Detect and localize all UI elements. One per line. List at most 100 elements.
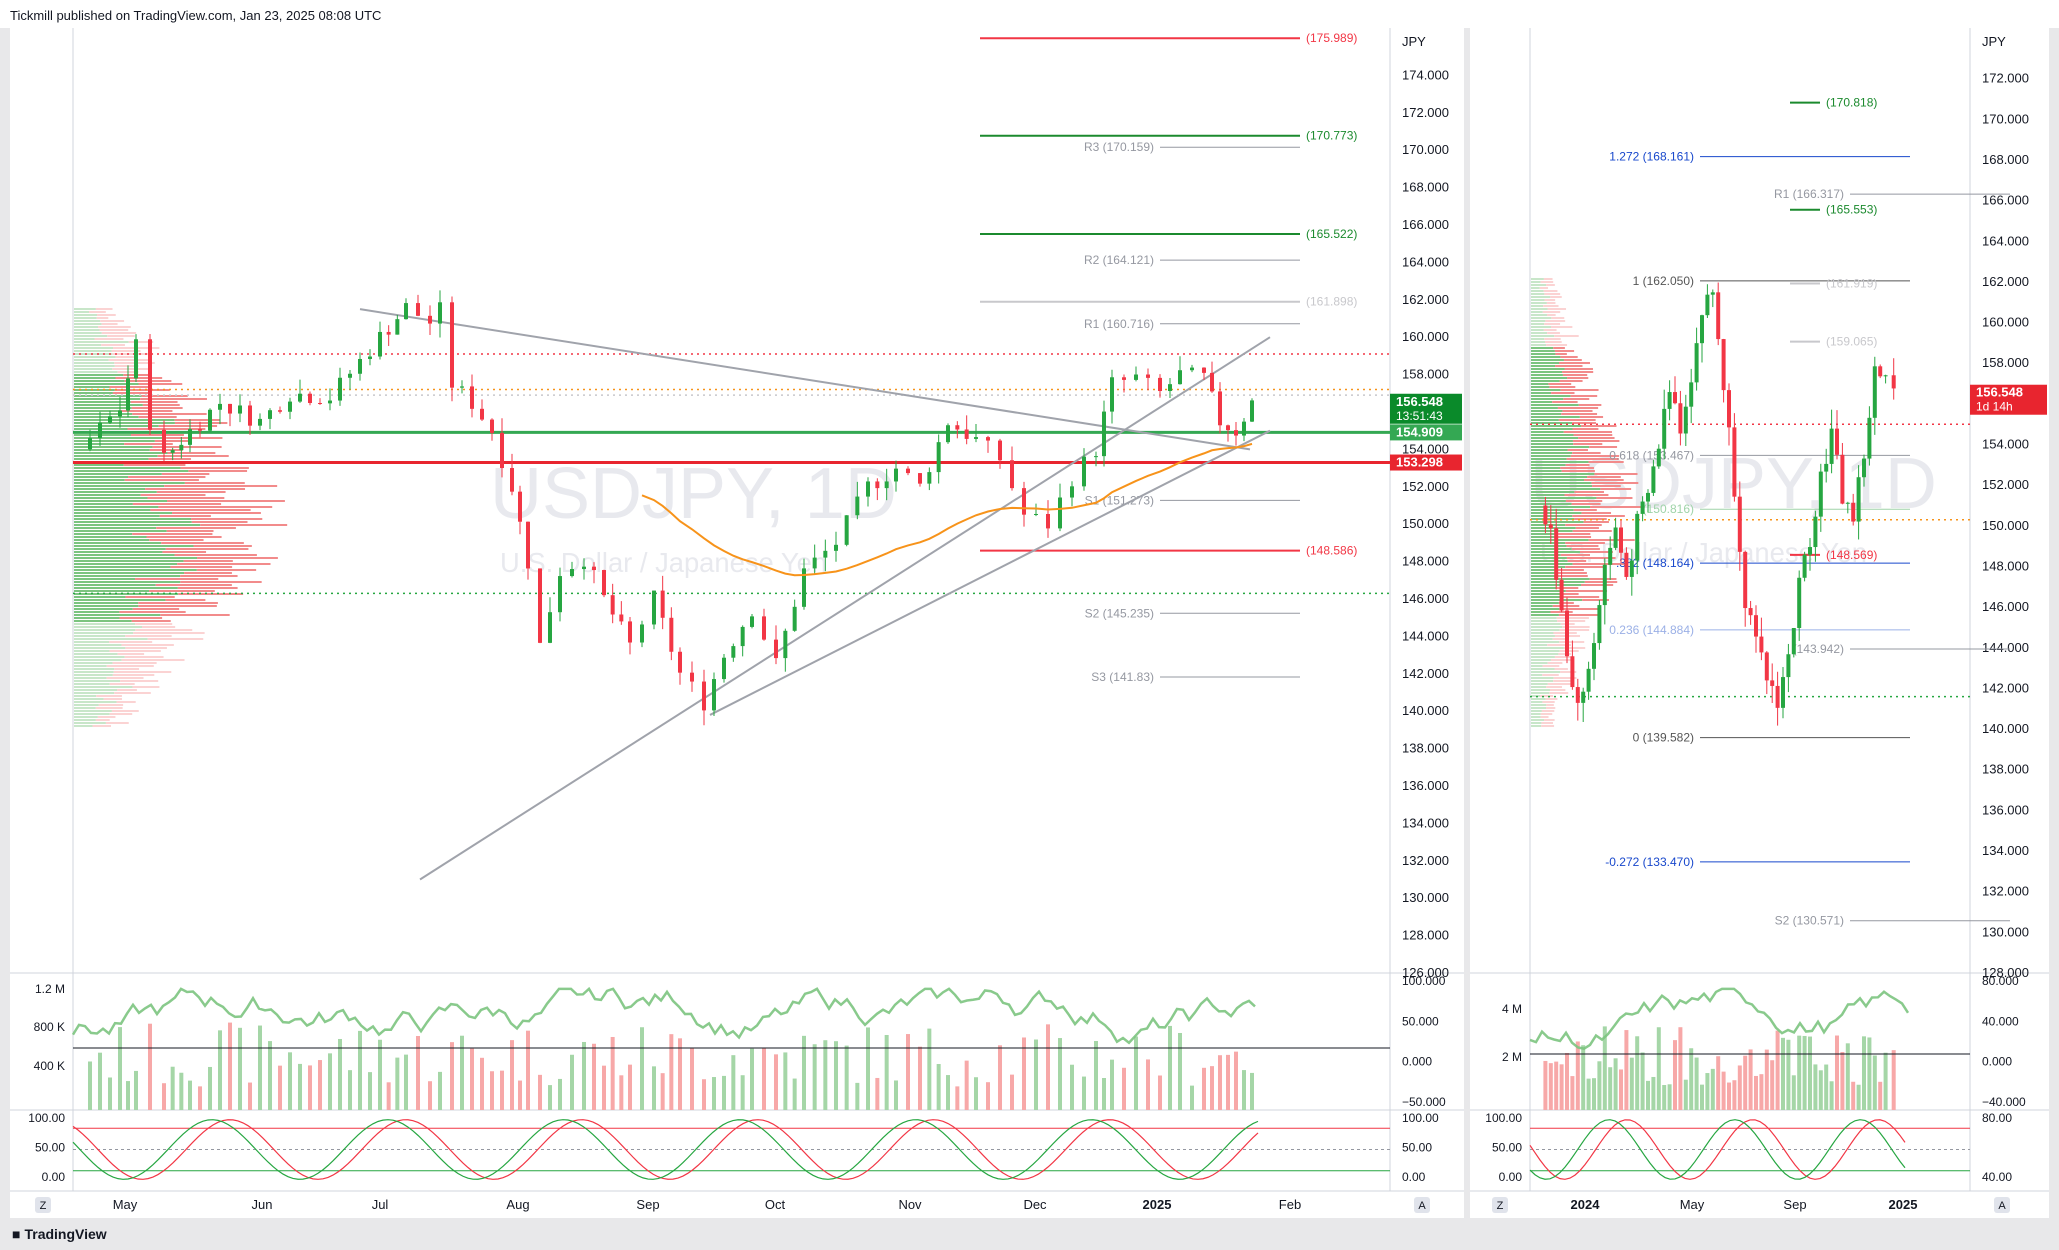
price-badge[interactable] — [1390, 393, 1462, 424]
candle-body — [1602, 564, 1607, 606]
candle-body — [416, 303, 420, 316]
price-badge[interactable] — [1390, 454, 1462, 471]
volume-profile-bar-sell — [178, 593, 244, 595]
auto-scale-button[interactable] — [1994, 1197, 2010, 1213]
volume-bar — [762, 1047, 766, 1110]
candle-body — [358, 358, 362, 374]
candle-body — [783, 630, 788, 659]
volume-profile-bar-sell — [1550, 659, 1571, 661]
price-tick-label: 146.000 — [1982, 599, 2029, 614]
candle-body — [610, 595, 615, 615]
candle-body — [1178, 370, 1182, 385]
volume-bar — [955, 1086, 960, 1110]
volume-profile-bar-sell — [1542, 674, 1559, 676]
volume-profile-bar-buy — [74, 479, 125, 481]
volume-bar — [1759, 1074, 1764, 1110]
time-tick-label: 2024 — [1571, 1197, 1601, 1212]
volume-profile-bar-buy — [1531, 407, 1558, 409]
volume-bar — [1094, 1041, 1098, 1110]
price-tick-label: 130.000 — [1982, 924, 2029, 939]
chart-panel-left[interactable]: USDJPY, 1D U.S. Dollar / Japanese Yen 174.… — [10, 28, 1464, 1218]
price-tick-label: 148.000 — [1402, 554, 1449, 569]
volume-bar — [678, 1038, 682, 1110]
volume-profile-bar-buy — [74, 569, 197, 571]
auto-scale-button[interactable] — [1414, 1197, 1430, 1213]
volume-profile-bar-buy — [74, 515, 160, 517]
volume-bar — [702, 1079, 706, 1110]
candle-body — [998, 440, 1002, 461]
price-tick-label: 144.000 — [1982, 640, 2029, 655]
volume-profile-bar-buy — [74, 581, 181, 583]
volume-profile-bar-buy — [74, 725, 93, 727]
volume-profile-bar-sell — [1558, 575, 1588, 577]
volume-bar — [1624, 1030, 1629, 1110]
volume-bar — [1851, 1081, 1856, 1110]
volume-profile-bar-buy — [74, 368, 113, 370]
volume-profile-bar-buy — [1531, 614, 1559, 616]
price-badge[interactable] — [1970, 384, 2047, 415]
volume-bar — [652, 1066, 656, 1110]
volume-profile-bar-buy — [74, 632, 134, 634]
volume-bar — [1602, 1026, 1607, 1110]
candle-body — [1732, 427, 1737, 497]
volume-profile-bar-buy — [1531, 380, 1560, 382]
volume-profile-bar-sell — [1559, 608, 1599, 610]
candle-body — [1775, 685, 1780, 708]
volume-profile-bar-sell — [1546, 686, 1562, 688]
volume-profile-bar-sell — [124, 479, 199, 481]
volume-bar — [1840, 1051, 1845, 1110]
volume-profile-bar-buy — [1531, 509, 1574, 511]
volume-bar — [1689, 1048, 1694, 1110]
candle-body — [208, 409, 212, 431]
candle-body — [1689, 382, 1694, 407]
stoch-d-line — [72, 1119, 1259, 1180]
volume-profile-bar-buy — [1531, 299, 1545, 301]
volume-profile-bar-buy — [1531, 617, 1557, 619]
volume-bar — [875, 1077, 880, 1110]
stoch-k-line — [72, 1119, 1259, 1180]
candle-body — [1210, 372, 1214, 392]
currency-label[interactable]: JPY — [1402, 34, 1426, 49]
chart-panel-right[interactable]: USDJPY, 1D U.S. Dollar / Japanese Yen 172.… — [1470, 28, 2049, 1218]
volume-bar — [208, 1066, 212, 1110]
zoom-button[interactable] — [1492, 1197, 1508, 1213]
volume-profile-bar-sell — [167, 452, 216, 454]
footer-brand: TradingView — [24, 1226, 107, 1242]
candle-body — [558, 576, 562, 613]
candle-body — [1786, 654, 1791, 678]
volume-bar — [1656, 1027, 1661, 1110]
candle-body — [1716, 292, 1721, 340]
candle-body — [268, 410, 272, 419]
volume-profile-bar-sell — [100, 320, 125, 322]
volume-profile-bar-sell — [108, 359, 148, 361]
volume-bar — [338, 1038, 342, 1110]
candle-body — [1242, 421, 1246, 436]
volume-profile-bar-buy — [74, 668, 115, 670]
volume-profile-bar-buy — [74, 713, 110, 715]
volume-profile-bar-sell — [98, 326, 131, 328]
zoom-button[interactable] — [35, 1197, 51, 1213]
volume-bar — [660, 1073, 665, 1110]
price-badge[interactable] — [1390, 424, 1462, 441]
volume-profile-bar-buy — [1531, 602, 1559, 604]
volume-profile-bar-sell — [101, 323, 118, 325]
volume-profile-bar-buy — [1531, 506, 1591, 508]
volume-profile-bar-sell — [1572, 440, 1620, 442]
volume-profile-bar-buy — [1531, 608, 1560, 610]
volume-bar — [823, 1040, 828, 1110]
chart-right-svg[interactable]: USDJPY, 1DU.S. Dollar / Japanese Yen172.… — [1470, 28, 2049, 1218]
volume-profile-bar-buy — [74, 671, 114, 673]
price-badge-countdown: 13:51:43 — [1396, 409, 1443, 423]
stoch-tick-label: 100.00 — [1485, 1111, 1522, 1125]
volume-profile-bar-buy — [1531, 302, 1547, 304]
volume-profile-bar-buy — [1531, 539, 1589, 541]
volume-bar — [1646, 1080, 1650, 1110]
chart-left-svg[interactable]: USDJPY, 1D U.S. Dollar / Japanese Yen 174.… — [10, 28, 1464, 1218]
volume-bar — [1554, 1061, 1559, 1110]
tradingview-logo[interactable]: ■ TradingView — [12, 1226, 107, 1242]
volume-profile-bar-sell — [1565, 590, 1608, 592]
candle-body — [894, 468, 898, 482]
volume-bar — [1737, 1065, 1742, 1110]
volume-profile-bar-sell — [1572, 563, 1625, 565]
currency-label[interactable]: JPY — [1982, 34, 2006, 49]
